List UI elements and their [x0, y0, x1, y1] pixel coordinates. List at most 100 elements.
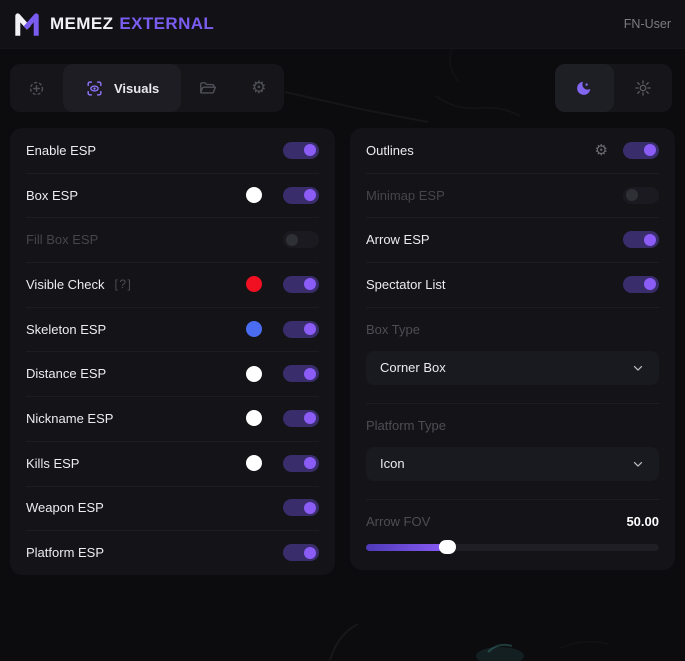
- color-swatch[interactable]: [246, 276, 262, 293]
- nav-tabs: Visuals ⚙: [10, 64, 284, 112]
- tab-aim[interactable]: [10, 64, 63, 112]
- toggle-knob: [304, 546, 316, 559]
- setting-row-platform-esp: Platform ESP: [10, 530, 335, 575]
- platform-type-group: Platform Type Icon: [350, 402, 675, 499]
- setting-label: Minimap ESP: [366, 187, 445, 203]
- toggle-enable-esp[interactable]: [283, 141, 319, 159]
- box-type-label: Box Type: [366, 321, 420, 337]
- tab-visuals-label: Visuals: [114, 80, 160, 96]
- setting-row-outlines: Outlines ⚙: [350, 128, 675, 173]
- setting-row-kills-esp: Kills ESP: [10, 440, 335, 486]
- toggle-knob: [644, 278, 656, 291]
- setting-label: Arrow ESP: [366, 232, 430, 248]
- tab-settings[interactable]: ⚙: [234, 64, 283, 112]
- app-title-primary: MEMEZ: [50, 14, 114, 33]
- setting-label: Outlines: [366, 142, 414, 158]
- toggle-knob: [304, 278, 316, 291]
- crosshair-icon: [29, 81, 44, 95]
- toggle-weapon-esp[interactable]: [283, 499, 319, 517]
- toggle-knob: [626, 189, 638, 202]
- box-type-select[interactable]: Corner Box: [366, 350, 659, 385]
- toggle-nickname-esp[interactable]: [283, 409, 319, 427]
- arrow-fov-slider[interactable]: [366, 540, 659, 555]
- setting-row-fill-box-esp: Fill Box ESP: [10, 217, 335, 262]
- theme-dark-button[interactable]: [555, 64, 614, 112]
- setting-row-minimap-esp: Minimap ESP: [350, 172, 675, 218]
- setting-label: Nickname ESP: [26, 410, 114, 426]
- arrow-fov-value: 50.00: [626, 513, 659, 529]
- eye-scan-icon: [87, 80, 102, 96]
- arrow-fov-label: Arrow FOV: [366, 513, 431, 529]
- outlines-settings-gear-icon[interactable]: ⚙: [594, 140, 608, 159]
- color-swatch[interactable]: [246, 455, 262, 472]
- setting-row-spectator-list: Spectator List: [350, 262, 675, 307]
- header-bar: MEMEZ EXTERNAL FN-User: [0, 0, 685, 49]
- setting-label: Enable ESP: [26, 142, 97, 158]
- toggle-fill-box-esp[interactable]: [283, 231, 319, 249]
- slider-knob[interactable]: [439, 540, 457, 555]
- setting-label: Skeleton ESP: [26, 321, 107, 337]
- toggle-knob: [304, 412, 316, 425]
- box-type-group: Box Type Corner Box: [350, 306, 675, 403]
- toggle-minimap-esp[interactable]: [623, 186, 659, 204]
- brand: MEMEZ EXTERNAL: [14, 12, 214, 36]
- toggle-knob: [644, 144, 656, 157]
- gear-icon: ⚙: [251, 77, 267, 98]
- setting-row-weapon-esp: Weapon ESP: [10, 485, 335, 531]
- esp-extras-panel: Outlines ⚙ Minimap ESP Arrow ESP Spectat…: [350, 128, 675, 570]
- toggle-knob: [304, 323, 316, 336]
- app-title-secondary: EXTERNAL: [119, 14, 215, 33]
- toggle-kills-esp[interactable]: [283, 454, 319, 472]
- setting-row-visible-check: Visible Check [?]: [10, 262, 335, 307]
- setting-label: Platform ESP: [26, 545, 105, 561]
- theme-light-button[interactable]: [614, 64, 673, 112]
- toggle-knob: [304, 189, 316, 202]
- toggle-box-esp[interactable]: [283, 186, 319, 204]
- toggle-skeleton-esp[interactable]: [283, 320, 319, 338]
- platform-type-value: Icon: [380, 456, 405, 472]
- arrow-fov-header: Arrow FOV 50.00: [366, 514, 659, 529]
- color-swatch[interactable]: [246, 187, 262, 204]
- box-type-value: Corner Box: [380, 360, 446, 376]
- toggle-distance-esp[interactable]: [283, 365, 319, 383]
- app-logo-icon: [15, 13, 39, 36]
- slider-fill: [366, 543, 449, 551]
- setting-label: Kills ESP: [26, 455, 80, 471]
- toggle-platform-esp[interactable]: [283, 544, 319, 562]
- arrow-fov-group: Arrow FOV 50.00: [350, 498, 675, 569]
- color-swatch[interactable]: [246, 410, 262, 427]
- toggle-knob: [304, 501, 316, 514]
- toggle-knob: [286, 233, 298, 246]
- color-swatch[interactable]: [246, 321, 262, 338]
- sun-icon: [634, 80, 651, 96]
- help-hint: [?]: [114, 277, 133, 292]
- toggle-arrow-esp[interactable]: [623, 231, 659, 249]
- toolbar: Visuals ⚙: [10, 64, 672, 112]
- setting-row-nickname-esp: Nickname ESP: [10, 396, 335, 441]
- toggle-knob: [304, 457, 316, 470]
- setting-label: Fill Box ESP: [26, 232, 99, 248]
- toggle-outlines[interactable]: [623, 141, 659, 159]
- toggle-knob: [304, 367, 316, 380]
- tab-configs[interactable]: [181, 64, 234, 112]
- chevron-down-icon: [633, 461, 643, 467]
- toggle-visible-check[interactable]: [283, 275, 319, 293]
- app-title: MEMEZ EXTERNAL: [50, 14, 214, 34]
- toggle-knob: [304, 144, 316, 157]
- toggle-spectator-list[interactable]: [623, 275, 659, 293]
- platform-type-label: Platform Type: [366, 417, 446, 433]
- setting-row-skeleton-esp: Skeleton ESP: [10, 306, 335, 352]
- tab-visuals[interactable]: Visuals: [63, 64, 182, 112]
- setting-row-distance-esp: Distance ESP: [10, 351, 335, 396]
- setting-label: Box ESP: [26, 187, 79, 203]
- esp-settings-panel: Enable ESP Box ESP Fill Box ESP Visible …: [10, 128, 335, 575]
- setting-row-enable-esp: Enable ESP: [10, 128, 335, 173]
- chevron-down-icon: [633, 365, 643, 371]
- setting-label: Visible Check: [26, 276, 105, 292]
- folder-icon: [200, 81, 217, 94]
- setting-row-box-esp: Box ESP: [10, 172, 335, 218]
- platform-type-select[interactable]: Icon: [366, 446, 659, 481]
- username-label: FN-User: [623, 17, 671, 31]
- color-swatch[interactable]: [246, 365, 262, 382]
- toggle-knob: [644, 233, 656, 246]
